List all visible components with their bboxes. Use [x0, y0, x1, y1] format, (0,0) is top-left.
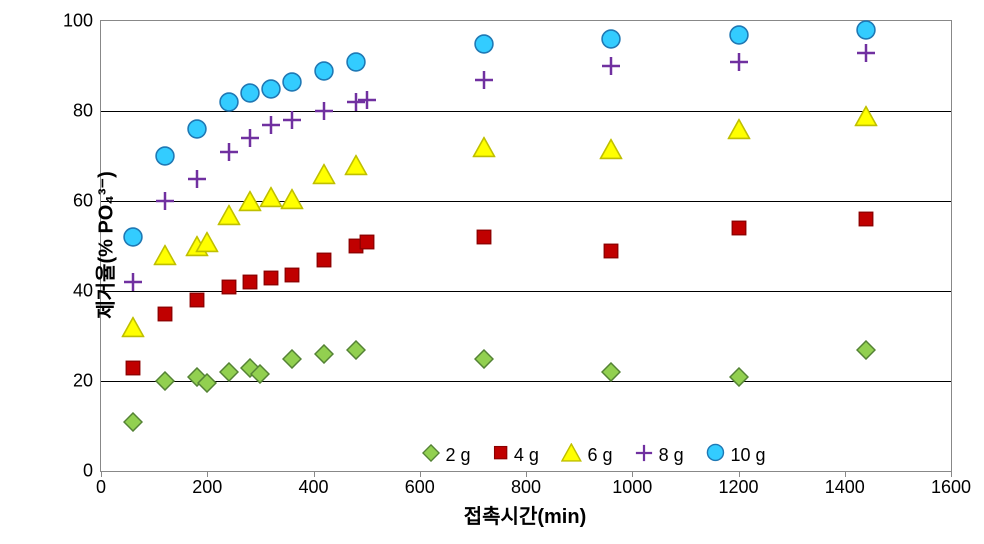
data-point [238, 191, 261, 212]
data-point [346, 51, 367, 72]
data-point [218, 92, 239, 113]
data-point [346, 340, 366, 360]
data-point [219, 362, 239, 382]
legend: 2 g 4 g 6 g 8 g 10 g [416, 441, 772, 469]
data-point [729, 367, 749, 387]
data-point [475, 229, 492, 246]
x-axis-title: 접촉시간(min) [464, 500, 586, 529]
data-point [250, 364, 270, 384]
data-point [188, 292, 205, 309]
gridline [101, 201, 951, 202]
legend-label: 4 g [514, 445, 539, 466]
data-point [345, 155, 368, 176]
data-point [727, 119, 750, 140]
data-point [241, 274, 258, 291]
data-point [153, 245, 176, 266]
data-point [123, 412, 143, 432]
data-point [601, 362, 621, 382]
data-point [472, 137, 495, 158]
legend-item: 2 g [422, 444, 471, 467]
data-point [600, 139, 623, 160]
data-point [156, 305, 173, 322]
data-point [282, 349, 302, 369]
legend-label: 6 g [588, 445, 613, 466]
data-point [316, 251, 333, 268]
x-tick-label: 1400 [825, 471, 865, 498]
data-point [124, 359, 141, 376]
data-point [282, 71, 303, 92]
data-point [123, 272, 143, 292]
legend-item: 10 g [706, 443, 766, 467]
data-point [260, 186, 283, 207]
legend-label: 2 g [446, 445, 471, 466]
y-tick-label: 80 [73, 101, 101, 122]
legend-label: 8 g [659, 445, 684, 466]
triangle-icon [561, 443, 582, 467]
data-point [858, 211, 875, 228]
x-tick-label: 1600 [931, 471, 971, 498]
legend-item: 8 g [635, 444, 684, 467]
data-point [282, 110, 302, 130]
x-tick-label: 1000 [612, 471, 652, 498]
data-point [474, 349, 494, 369]
x-tick-label: 0 [96, 471, 106, 498]
data-point [196, 231, 219, 252]
data-point [261, 78, 282, 99]
y-tick-label: 20 [73, 371, 101, 392]
data-point [122, 227, 143, 248]
data-point [155, 191, 175, 211]
x-tick-label: 400 [298, 471, 328, 498]
data-point [856, 20, 877, 41]
data-point [284, 267, 301, 284]
data-point [154, 146, 175, 167]
data-point [187, 169, 207, 189]
data-point [314, 60, 335, 81]
x-tick-label: 800 [511, 471, 541, 498]
data-point [314, 344, 334, 364]
data-point [281, 188, 304, 209]
scatter-chart: 0204060801000200400600800100012001400160… [0, 0, 984, 544]
data-point [856, 340, 876, 360]
data-point [121, 317, 144, 338]
data-point [155, 371, 175, 391]
data-point [474, 70, 494, 90]
data-point [603, 242, 620, 259]
data-point [728, 24, 749, 45]
data-point [313, 164, 336, 185]
data-point [357, 90, 377, 110]
data-point [197, 373, 217, 393]
data-point [314, 101, 334, 121]
y-tick-label: 100 [63, 11, 101, 32]
legend-label: 10 g [731, 445, 766, 466]
data-point [261, 115, 281, 135]
square-icon [493, 445, 508, 466]
data-point [855, 105, 878, 126]
data-point [239, 83, 260, 104]
circle-icon [706, 443, 725, 467]
data-point [601, 56, 621, 76]
data-point [263, 269, 280, 286]
data-point [240, 128, 260, 148]
data-point [186, 119, 207, 140]
data-point [856, 43, 876, 63]
diamond-icon [422, 444, 440, 467]
data-point [358, 233, 375, 250]
x-tick-label: 1200 [718, 471, 758, 498]
plus-icon [635, 444, 653, 467]
legend-item: 4 g [493, 445, 539, 466]
data-point [219, 142, 239, 162]
data-point [601, 29, 622, 50]
y-axis-title: 제거율(% PO₄³⁻) [89, 171, 118, 319]
data-point [217, 204, 240, 225]
plot-area: 0204060801000200400600800100012001400160… [100, 20, 952, 472]
data-point [220, 278, 237, 295]
data-point [729, 52, 749, 72]
x-tick-label: 600 [405, 471, 435, 498]
legend-item: 6 g [561, 443, 613, 467]
data-point [473, 33, 494, 54]
data-point [730, 220, 747, 237]
x-tick-label: 200 [192, 471, 222, 498]
